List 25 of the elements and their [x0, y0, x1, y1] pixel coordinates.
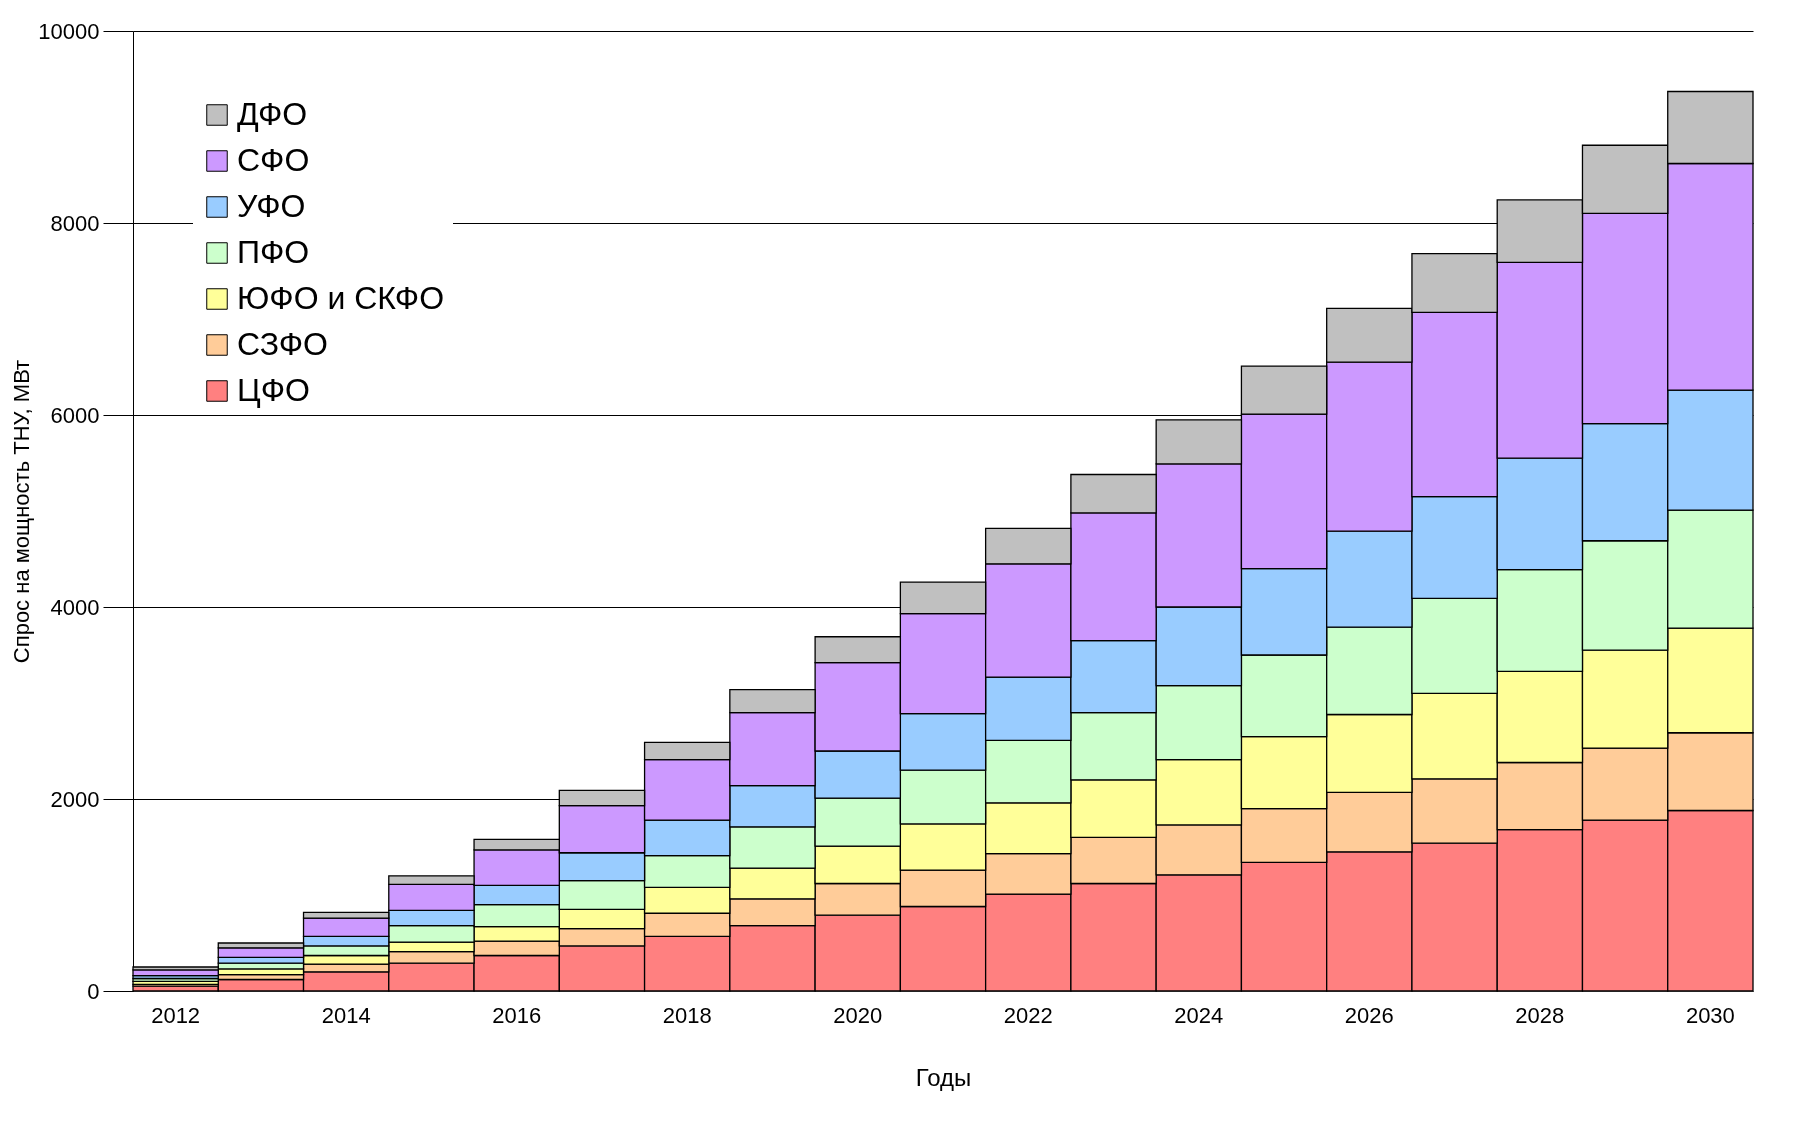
legend-label: УФО [237, 188, 306, 224]
legend-label: ДФО [237, 96, 308, 132]
x-tick-label: 2014 [321, 1002, 371, 1028]
legend-label: ЦФО [237, 372, 310, 408]
x-axis-title: Годы [915, 1063, 972, 1091]
y-tick-label: 2000 [50, 786, 100, 812]
x-tick-label: 2028 [1515, 1002, 1565, 1028]
y-tick-label: 10000 [38, 18, 100, 44]
legend-label: ПФО [237, 234, 310, 270]
x-tick-label: 2022 [1003, 1002, 1053, 1028]
y-tick-label: 0 [87, 978, 100, 1004]
x-tick-label: 2030 [1685, 1002, 1735, 1028]
legend-label: СЗФО [237, 326, 328, 362]
y-axis-title: Спрос на мощность ТНУ, МВт [9, 359, 35, 664]
legend-label: ЮФО и СКФО [237, 280, 445, 316]
x-tick-label: 2024 [1174, 1002, 1224, 1028]
y-tick-label: 4000 [50, 594, 100, 620]
x-tick-label: 2026 [1344, 1002, 1394, 1028]
x-tick-label: 2016 [492, 1002, 542, 1028]
x-tick-label: 2020 [833, 1002, 883, 1028]
x-tick-label: 2012 [151, 1002, 201, 1028]
y-tick-label: 8000 [50, 210, 100, 236]
x-tick-label: 2018 [662, 1002, 712, 1028]
legend-label: СФО [237, 142, 310, 178]
y-tick-label: 6000 [50, 402, 100, 428]
